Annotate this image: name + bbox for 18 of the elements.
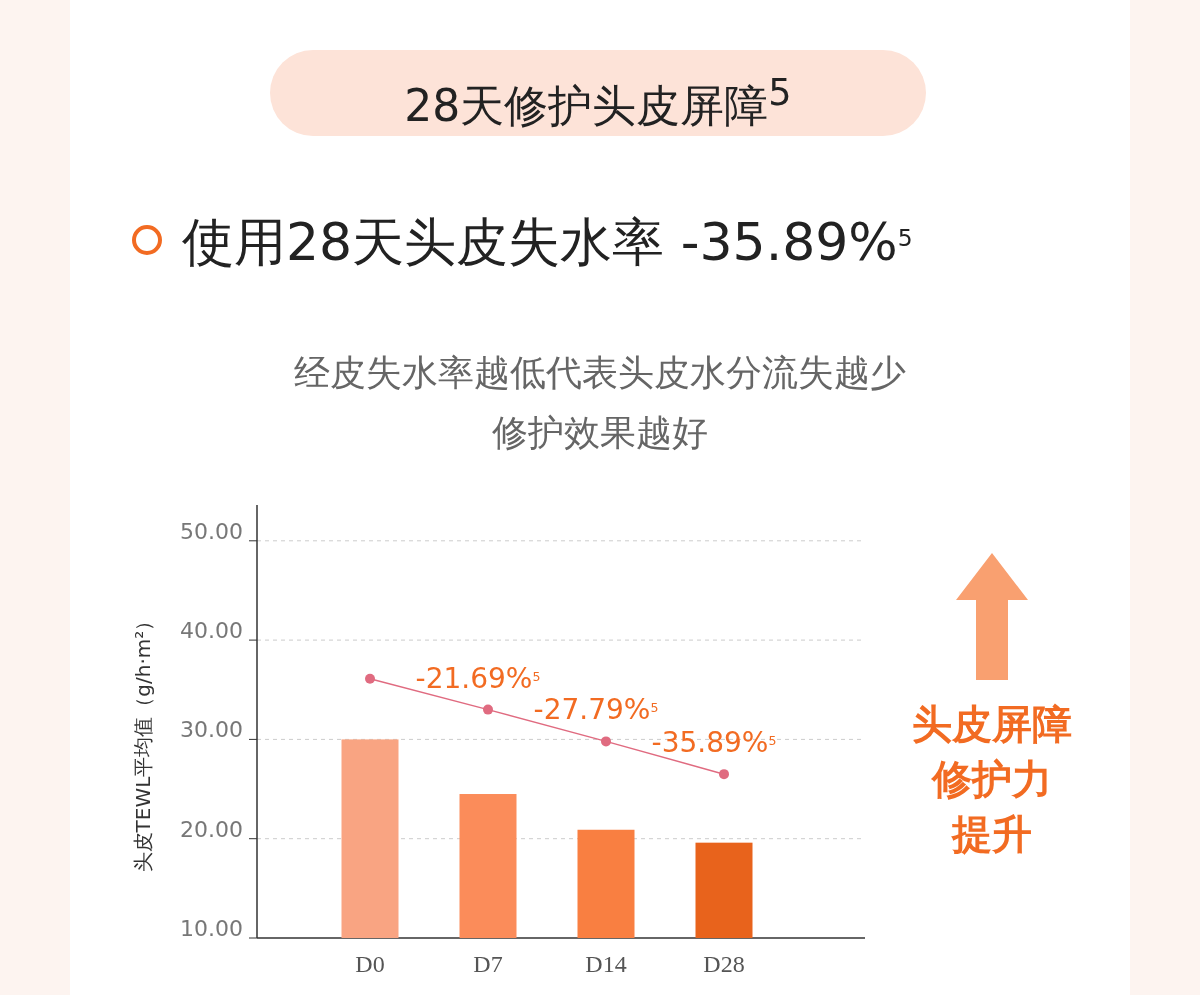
y-axis-title: 头皮TEWL平均值（g/h·m²）	[131, 610, 155, 873]
annotation: -21.69%$^{5}$	[415, 661, 541, 695]
y-tick-label: 20.00	[180, 816, 243, 842]
annotation: -27.79%$^{5}$	[533, 693, 659, 727]
annotation: -35.89%$^{5}$	[651, 726, 777, 760]
x-tick-label: D0	[355, 951, 385, 977]
y-tick-label: 40.00	[180, 618, 243, 644]
y-tick-label: 10.00	[180, 916, 243, 941]
chart-subtitle: 使用28天头皮失水率 -35.89%$^{5}$	[182, 212, 913, 272]
text: 头皮屏障修护力提升	[912, 701, 1072, 857]
x-tick-label: D28	[703, 951, 745, 977]
chart-title: 28天修护头皮屏障$^{5}$	[270, 50, 926, 136]
text: 修护效果越好	[492, 412, 708, 453]
y-tick-label: 50.00	[180, 518, 243, 544]
y-tick-label: 30.00	[180, 717, 243, 743]
x-tick-label: D7	[473, 951, 503, 977]
x-tick-label: D14	[585, 951, 627, 977]
text: 经皮失水率越低代表头皮水分流失越少	[294, 352, 906, 393]
